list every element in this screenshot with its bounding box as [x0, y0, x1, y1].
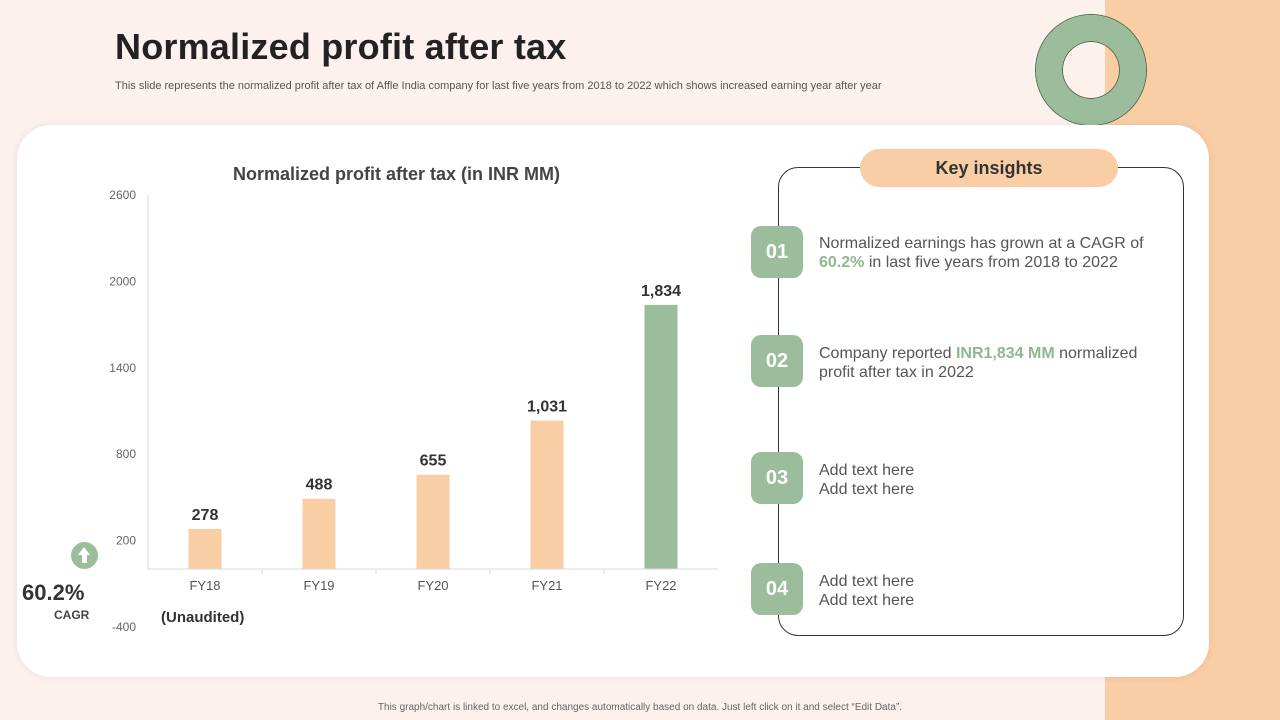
- insight-text-part: Company reported: [819, 345, 956, 362]
- bar-series: 278 488 655 1,031 1,834: [188, 283, 681, 569]
- x-tick-label: FY22: [645, 578, 676, 593]
- unaudited-note: (Unaudited): [161, 609, 245, 626]
- bar: [644, 304, 678, 569]
- x-axis: FY18 FY19 FY20 FY21 FY22: [148, 568, 718, 593]
- y-axis: 2600 2000 1400 800 200 -400: [109, 188, 149, 634]
- bar: [188, 528, 222, 569]
- insight-number-badge: 02: [751, 335, 803, 387]
- insight-line: Add text here: [819, 573, 915, 590]
- insight-text-part: in last five years from 2018 to 2022: [864, 254, 1118, 271]
- x-tick-label: FY18: [189, 578, 220, 593]
- bar: [530, 420, 564, 569]
- y-tick-label: 2600: [109, 188, 136, 202]
- insight-text-part: normalized profit after tax in 2022: [819, 345, 1138, 381]
- content-card: [17, 125, 1209, 677]
- insight-text-2: Company reported INR1,834 MM normalized …: [819, 344, 1164, 382]
- data-label: 278: [192, 507, 219, 524]
- y-tick-label: 200: [116, 534, 136, 548]
- cagr-label: CAGR: [54, 608, 90, 622]
- data-label: 655: [420, 453, 447, 470]
- cagr-value: 60.2%: [22, 580, 85, 605]
- data-label: 488: [306, 477, 333, 494]
- key-insights-header: Key insights: [860, 149, 1118, 187]
- x-tick-label: FY21: [531, 578, 562, 593]
- insight-line: Add text here: [819, 481, 915, 498]
- insight-text-1: Normalized earnings has grown at a CAGR …: [819, 234, 1164, 272]
- y-tick-label: 1400: [109, 361, 136, 375]
- x-tick-label: FY20: [417, 578, 448, 593]
- insight-number-badge: 04: [751, 563, 803, 615]
- insight-number-badge: 03: [751, 452, 803, 504]
- insight-number-badge: 01: [751, 226, 803, 278]
- insight-highlight: 60.2%: [819, 254, 865, 271]
- chart-title: Normalized profit after tax (in INR MM): [233, 164, 561, 184]
- arrow-up-icon: [71, 542, 98, 569]
- y-tick-label: 800: [116, 447, 136, 461]
- y-tick-label: 2000: [109, 274, 136, 288]
- insight-text-3: Add text here Add text here: [819, 461, 1164, 499]
- footer-note: This graph/chart is linked to excel, and…: [377, 702, 903, 713]
- bar: [302, 498, 336, 569]
- insight-text-4: Add text here Add text here: [819, 572, 1164, 610]
- data-label: 1,031: [527, 399, 567, 416]
- slide-subtitle: This slide represents the normalized pro…: [115, 80, 882, 92]
- insight-text-part: Normalized earnings has grown at a CAGR …: [819, 235, 1144, 252]
- insight-line: Add text here: [819, 462, 915, 479]
- bar: [416, 474, 450, 569]
- slide-title: Normalized profit after tax: [115, 26, 567, 67]
- insight-line: Add text here: [819, 592, 915, 609]
- y-tick-label: -400: [112, 620, 136, 634]
- insight-highlight: INR1,834 MM: [955, 345, 1055, 362]
- x-tick-label: FY19: [303, 578, 334, 593]
- data-label: 1,834: [641, 283, 681, 300]
